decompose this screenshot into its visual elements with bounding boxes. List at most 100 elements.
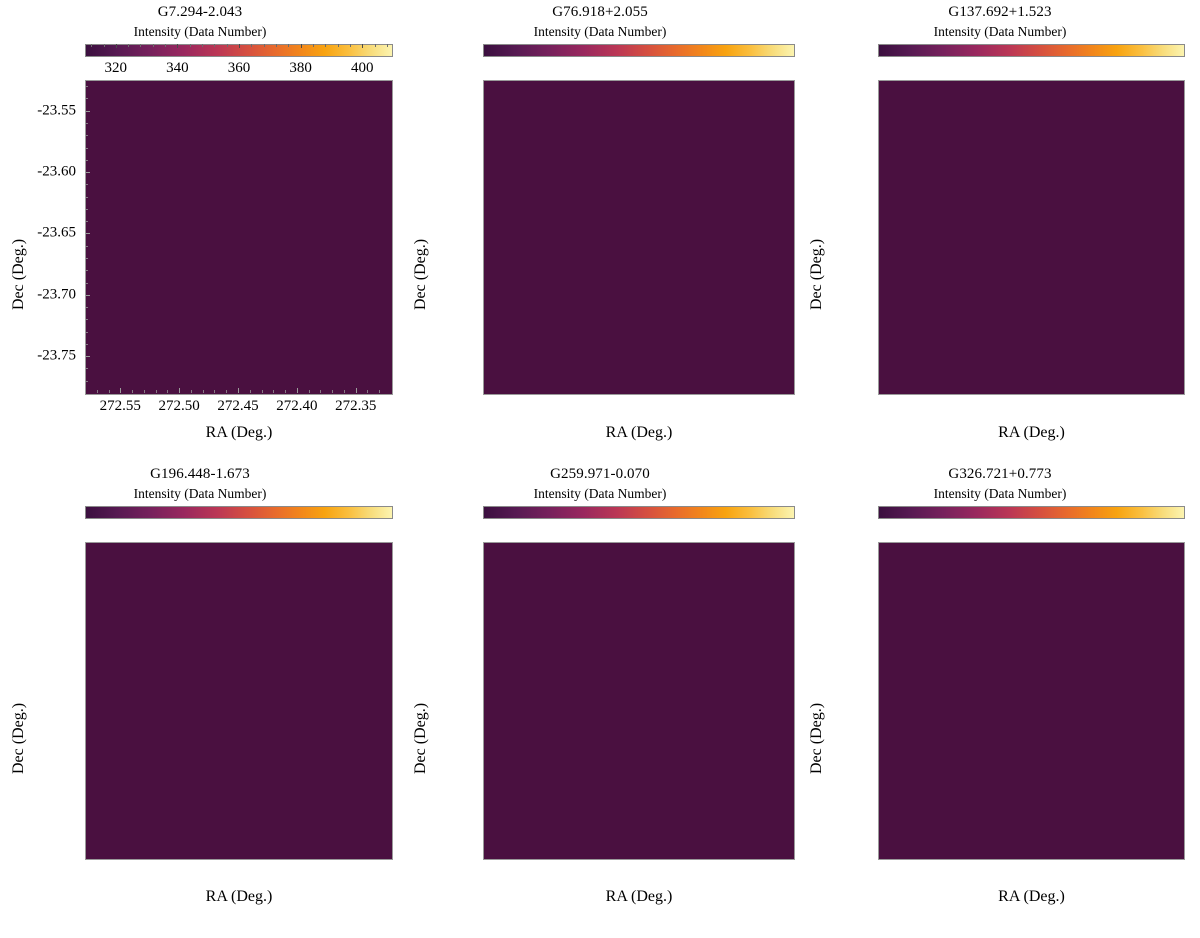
colorbar bbox=[85, 506, 393, 519]
x-axis-label: RA (Deg.) bbox=[205, 888, 273, 905]
x-axis-tick-mark bbox=[296, 388, 298, 393]
x-axis-label: RA (Deg.) bbox=[205, 424, 273, 441]
sky-map-plot[interactable] bbox=[85, 80, 393, 395]
panel-title: G196.448-1.673 bbox=[150, 466, 250, 482]
panel-g326: G326.721+0.773 Intensity (Data Number) D… bbox=[800, 462, 1200, 917]
x-axis-label: RA (Deg.) bbox=[605, 888, 673, 905]
y-axis-tick-mark bbox=[85, 233, 90, 235]
sky-map-plot[interactable] bbox=[483, 80, 795, 395]
x-axis-minor-tick bbox=[143, 390, 145, 393]
x-axis-minor-tick bbox=[202, 390, 204, 393]
y-axis-minor-tick bbox=[85, 208, 88, 210]
colorbar-tick-label: 340 bbox=[166, 60, 189, 76]
x-axis-label: RA (Deg.) bbox=[998, 888, 1065, 905]
y-axis-minor-tick bbox=[85, 380, 88, 382]
colorbar-tick-label: 360 bbox=[227, 60, 251, 76]
colorbar-tick-labels: 320 340 360 380 400 bbox=[85, 60, 393, 78]
y-axis-label: Dec (Deg.) bbox=[412, 702, 429, 774]
colorbar-tick-labels bbox=[878, 60, 1185, 78]
colorbar-label: Intensity (Data Number) bbox=[133, 486, 267, 501]
x-axis-minor-tick bbox=[332, 390, 334, 393]
colorbar-label: Intensity (Data Number) bbox=[533, 24, 667, 39]
y-axis-tick-mark bbox=[85, 172, 90, 174]
y-axis-tick-label: -23.60 bbox=[37, 163, 76, 180]
colorbar bbox=[483, 44, 795, 57]
x-axis-minor-tick bbox=[108, 390, 110, 393]
x-axis-tick-mark bbox=[238, 388, 239, 393]
y-axis-minor-tick bbox=[85, 159, 88, 161]
y-axis-tick-mark bbox=[85, 356, 90, 358]
sky-map-plot[interactable] bbox=[85, 542, 393, 860]
panel-title: G137.692+1.523 bbox=[948, 4, 1052, 20]
x-axis-tick-mark bbox=[120, 388, 122, 393]
x-axis-tick-label: 272.35 bbox=[335, 398, 377, 414]
y-axis-minor-tick bbox=[85, 368, 88, 370]
y-axis-minor-tick bbox=[85, 122, 88, 124]
x-axis-tick-label: 272.40 bbox=[276, 398, 318, 414]
colorbar-label: Intensity (Data Number) bbox=[933, 24, 1067, 39]
colorbar-tick-labels bbox=[483, 522, 795, 540]
sky-map-plot[interactable] bbox=[878, 542, 1185, 860]
colorbar-label: Intensity (Data Number) bbox=[933, 486, 1067, 501]
colorbar bbox=[878, 506, 1185, 519]
y-axis-minor-tick bbox=[85, 270, 88, 272]
colorbar-tick-label: 320 bbox=[104, 60, 128, 76]
panel-title: G76.918+2.055 bbox=[552, 4, 648, 20]
y-axis-tick-mark bbox=[85, 294, 90, 296]
panel-g7: G7.294-2.043 Intensity (Data Number) 320… bbox=[0, 0, 400, 450]
colorbar bbox=[483, 506, 795, 519]
y-axis-tick-label: -23.70 bbox=[37, 286, 76, 303]
colorbar-tick-labels bbox=[483, 60, 795, 78]
x-axis-minor-tick bbox=[167, 390, 169, 393]
x-axis-minor-tick bbox=[190, 390, 192, 393]
sky-map-plot[interactable] bbox=[878, 80, 1185, 395]
y-axis-minor-tick bbox=[85, 98, 88, 100]
x-axis-label: RA (Deg.) bbox=[605, 424, 673, 441]
panel-g76: G76.918+2.055 Intensity (Data Number) De… bbox=[400, 0, 800, 450]
colorbar-tick-label: 400 bbox=[350, 60, 374, 76]
x-axis-minor-tick bbox=[226, 390, 228, 393]
x-axis-label: RA (Deg.) bbox=[998, 424, 1065, 441]
y-axis-minor-tick bbox=[85, 331, 88, 333]
panel-g196: G196.448-1.673 Intensity (Data Number) D… bbox=[0, 462, 400, 917]
x-axis-minor-tick bbox=[96, 390, 98, 393]
panel-title: G7.294-2.043 bbox=[157, 4, 243, 20]
x-axis-minor-tick bbox=[261, 390, 263, 393]
x-axis-minor-tick bbox=[214, 390, 216, 393]
y-axis-minor-tick bbox=[85, 147, 88, 149]
colorbar bbox=[85, 44, 393, 57]
x-axis-minor-tick bbox=[273, 390, 275, 393]
colorbar bbox=[878, 44, 1185, 57]
y-axis-minor-tick bbox=[85, 282, 88, 284]
colorbar-tick-label: 380 bbox=[289, 60, 312, 76]
x-axis-minor-tick bbox=[285, 390, 287, 393]
x-axis-minor-tick bbox=[249, 390, 251, 393]
x-axis-tick-label: 272.50 bbox=[158, 398, 200, 414]
y-axis-minor-tick bbox=[85, 135, 88, 137]
x-axis-tick-label: 272.55 bbox=[99, 398, 141, 414]
x-axis-tick-label: 272.45 bbox=[217, 398, 259, 414]
panel-g137: G137.692+1.523 Intensity (Data Number) D… bbox=[800, 0, 1200, 450]
sky-map-plot[interactable] bbox=[483, 542, 795, 860]
x-axis-minor-tick bbox=[367, 390, 369, 393]
x-axis-tick-mark bbox=[355, 388, 357, 393]
y-axis-label: Dec (Deg.) bbox=[808, 702, 825, 774]
y-axis-tick-mark bbox=[85, 110, 90, 112]
panel-title: G259.971-0.070 bbox=[550, 466, 650, 482]
x-axis-minor-tick bbox=[320, 390, 322, 393]
y-axis-minor-tick bbox=[85, 343, 88, 345]
x-axis-minor-tick bbox=[132, 390, 134, 393]
y-axis-minor-tick bbox=[85, 319, 88, 321]
y-axis-tick-label: -23.75 bbox=[37, 347, 76, 364]
panel-g259: G259.971-0.070 Intensity (Data Number) D… bbox=[400, 462, 800, 917]
y-axis-minor-tick bbox=[85, 221, 88, 223]
y-axis-label: Dec (Deg.) bbox=[10, 702, 27, 774]
y-axis-tick-label: -23.55 bbox=[37, 102, 76, 119]
colorbar-tick-labels bbox=[878, 522, 1185, 540]
colorbar-tick-labels bbox=[85, 522, 393, 540]
y-axis-minor-tick bbox=[85, 257, 88, 259]
x-axis-tick-mark bbox=[179, 388, 181, 393]
y-axis-tick-label: -23.65 bbox=[37, 224, 76, 241]
y-axis-minor-tick bbox=[85, 196, 88, 198]
